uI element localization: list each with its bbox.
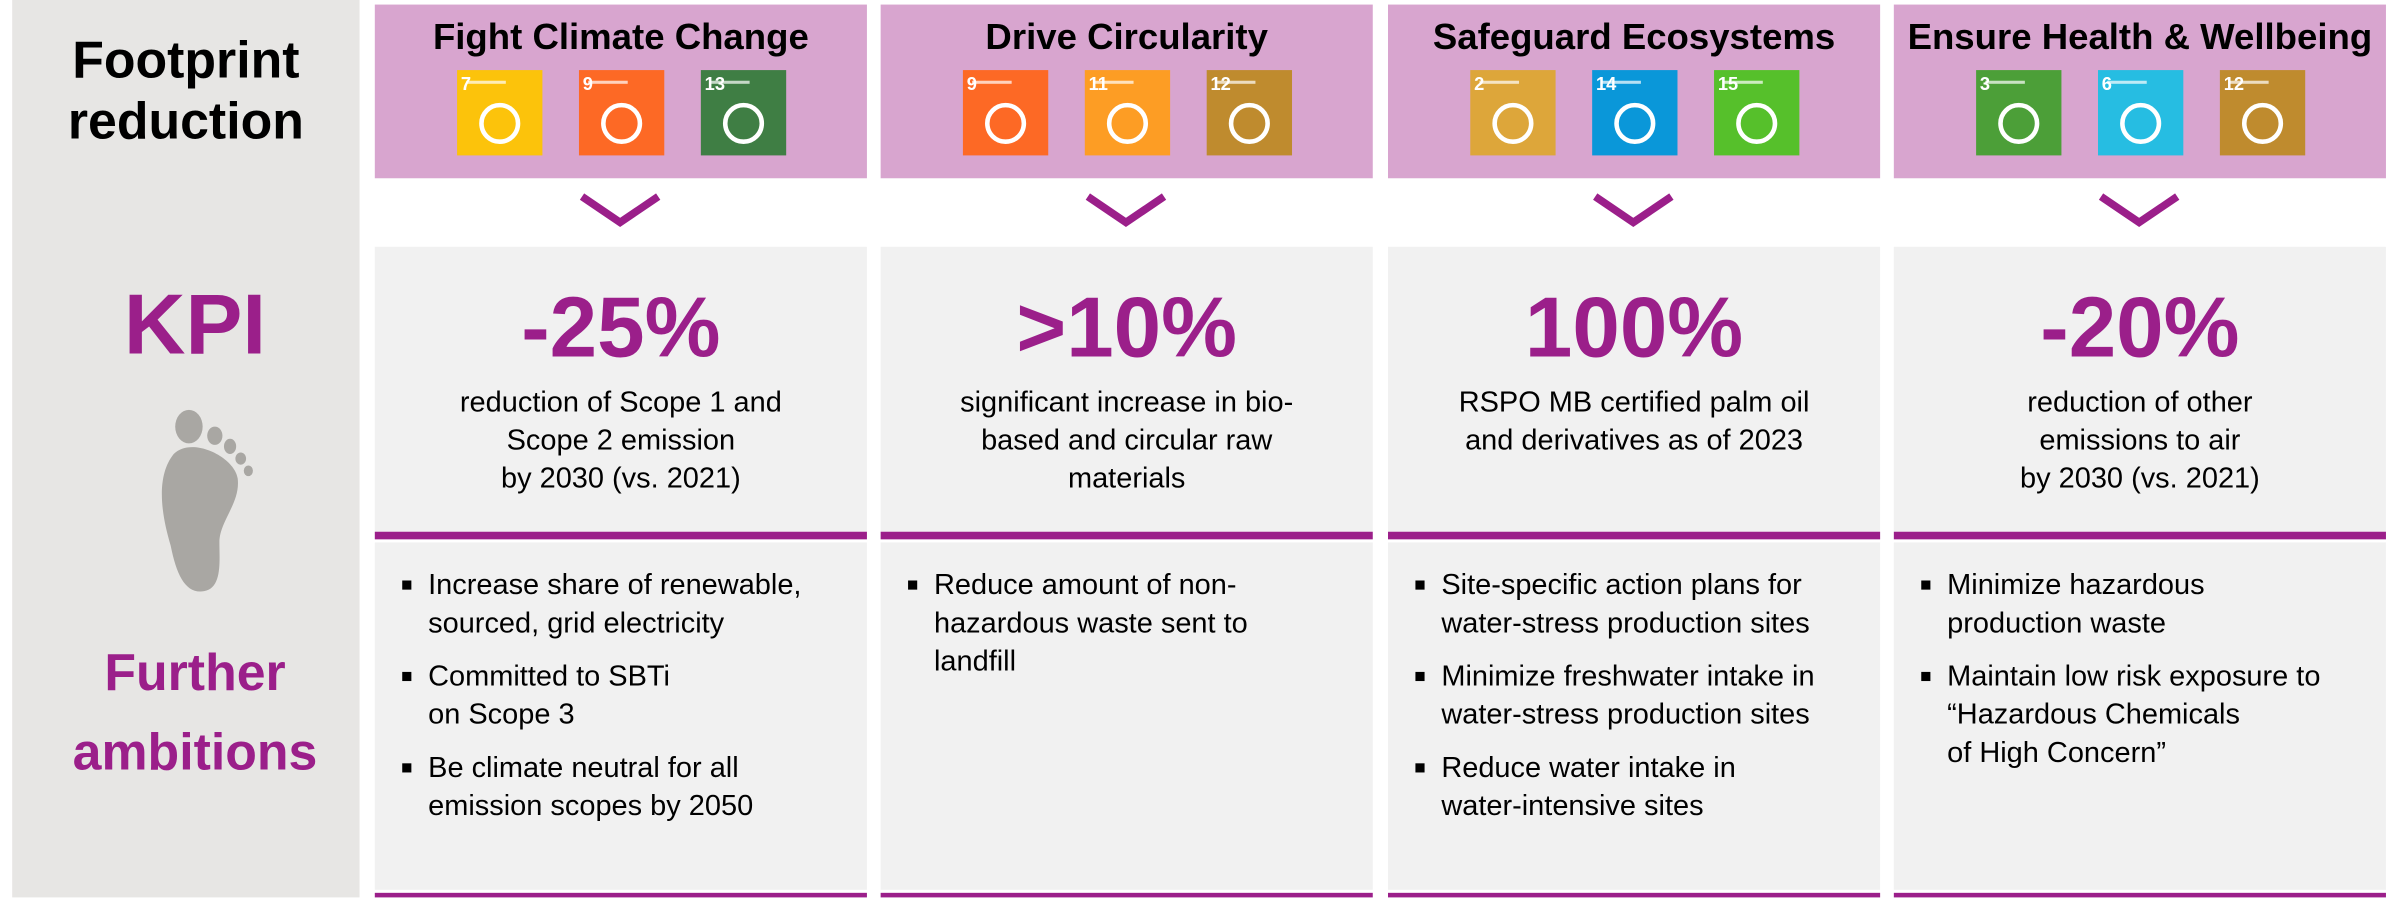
chevron — [1085, 193, 1167, 228]
kpi-value: -25% — [521, 278, 721, 375]
ambitions-list: Minimize hazardous production waste Maint… — [1894, 542, 2386, 772]
bottom-bar — [1387, 892, 1881, 898]
ambitions-list: Reduce amount of non- hazardous waste se… — [881, 542, 1373, 681]
ambition-item: Minimize hazardous production waste — [1921, 567, 2374, 643]
sdg-glyph — [1722, 80, 1777, 144]
ambition-item: Site-specific action plans for water-str… — [1415, 567, 1868, 643]
sdg-icon: 7 — [456, 70, 542, 156]
kpi-value: >10% — [1016, 278, 1237, 375]
divider — [880, 531, 1373, 540]
ambition-item: Maintain low risk exposure to “Hazardous… — [1921, 658, 2374, 772]
chevron — [579, 193, 661, 228]
column-title: Fight Climate Change — [432, 16, 809, 58]
ambition-item: Reduce water intake in water-intensive s… — [1415, 750, 1868, 826]
bottom-bar — [880, 892, 1373, 898]
sdg-glyph — [709, 80, 764, 144]
sdg-glyph — [971, 80, 1026, 144]
sdg-glyph — [1478, 80, 1533, 144]
sdg-icon: 13 — [700, 70, 786, 156]
column-title: Ensure Health & Wellbeing — [1907, 16, 2373, 58]
sidebar-title: Footprint reduction — [67, 31, 304, 151]
column: Ensure Health & Wellbeing 36 12 -20% reducti… — [1893, 0, 2386, 898]
ambition-item: Be climate neutral for all emission scop… — [402, 750, 855, 826]
ambitions-box: Site-specific action plans for water-str… — [1387, 542, 1881, 890]
kpi-box: -20% reduction of other emissions to air … — [1893, 246, 2386, 532]
divider — [1893, 531, 2386, 540]
kpi-description: reduction of Scope 1 and Scope 2 emissio… — [459, 386, 782, 496]
kpi-box: >10% significant increase in bio- based a… — [880, 246, 1373, 532]
sdg-icon: 2 — [1469, 70, 1555, 156]
sdg-icon: 3 — [1975, 70, 2061, 156]
sdg-icon: 14 — [1591, 70, 1677, 156]
column: Fight Climate Change 79 13 -25% reduction of… — [374, 0, 867, 898]
column-title: Safeguard Ecosystems — [1432, 16, 1836, 58]
footprint-icon — [161, 409, 253, 592]
sdg-icon: 9 — [578, 70, 664, 156]
ambition-item: Reduce amount of non- hazardous waste se… — [908, 567, 1361, 681]
ambitions-label: Further ambitions — [72, 644, 318, 782]
column-header: Fight Climate Change 79 13 — [374, 4, 867, 179]
bottom-bar — [1893, 892, 2386, 898]
sdg-glyph — [1600, 80, 1655, 144]
ambitions-box: Reduce amount of non- hazardous waste se… — [880, 542, 1373, 890]
sdg-glyph — [1093, 80, 1148, 144]
divider — [1387, 531, 1881, 540]
column-title: Drive Circularity — [985, 16, 1268, 58]
sdg-icon: 15 — [1713, 70, 1799, 156]
kpi-box: 100% RSPO MB certified palm oil and deriv… — [1387, 246, 1881, 532]
kpi-description: significant increase in bio- based and c… — [960, 386, 1294, 496]
sdg-glyph — [465, 80, 520, 144]
kpi-box: -25% reduction of Scope 1 and Scope 2 emi… — [374, 246, 867, 532]
kpi-label: KPI — [123, 275, 267, 372]
kpi-description: RSPO MB certified palm oil and derivativ… — [1458, 386, 1810, 458]
sdg-glyph — [1215, 80, 1270, 144]
divider — [374, 531, 867, 540]
chevron — [2098, 193, 2180, 228]
sdg-glyph — [2106, 80, 2161, 144]
ambition-item: Increase share of renewable, sourced, gr… — [402, 567, 855, 643]
sdg-glyph — [1984, 80, 2039, 144]
sdg-glyph — [587, 80, 642, 144]
sdg-icon: 12 — [1205, 70, 1292, 156]
ambitions-list: Site-specific action plans for water-str… — [1388, 542, 1880, 825]
sdg-glyph — [2228, 80, 2283, 144]
column-header: Safeguard Ecosystems 2 14 15 — [1387, 4, 1881, 179]
column: Drive Circularity 9 11 12 >10% significant in… — [880, 0, 1373, 898]
ambitions-list: Increase share of renewable, sourced, gr… — [375, 542, 867, 825]
sdg-icon: 9 — [962, 70, 1048, 156]
ambitions-box: Minimize hazardous production waste Maint… — [1893, 542, 2386, 890]
kpi-description: reduction of other emissions to air by 2… — [2020, 386, 2260, 496]
sidebar: Footprint reduction KPI Further ambition… — [12, 0, 360, 898]
bottom-bar — [374, 892, 867, 898]
kpi-value: 100% — [1524, 278, 1744, 375]
ambition-item: Committed to SBTi on Scope 3 — [402, 658, 855, 734]
column: Safeguard Ecosystems 2 14 15 100% RSPO MB cer… — [1387, 0, 1881, 898]
sdg-icon: 12 — [2219, 70, 2305, 156]
chevron — [1593, 193, 1674, 228]
sdg-icon: 6 — [2097, 70, 2183, 156]
column-header: Drive Circularity 9 11 12 — [880, 4, 1373, 179]
ambitions-box: Increase share of renewable, sourced, gr… — [374, 542, 867, 890]
column-header: Ensure Health & Wellbeing 36 12 — [1893, 4, 2386, 179]
sdg-icon: 11 — [1084, 70, 1170, 156]
kpi-value: -20% — [2040, 278, 2240, 375]
ambition-item: Minimize freshwater intake in water-stre… — [1415, 658, 1868, 734]
